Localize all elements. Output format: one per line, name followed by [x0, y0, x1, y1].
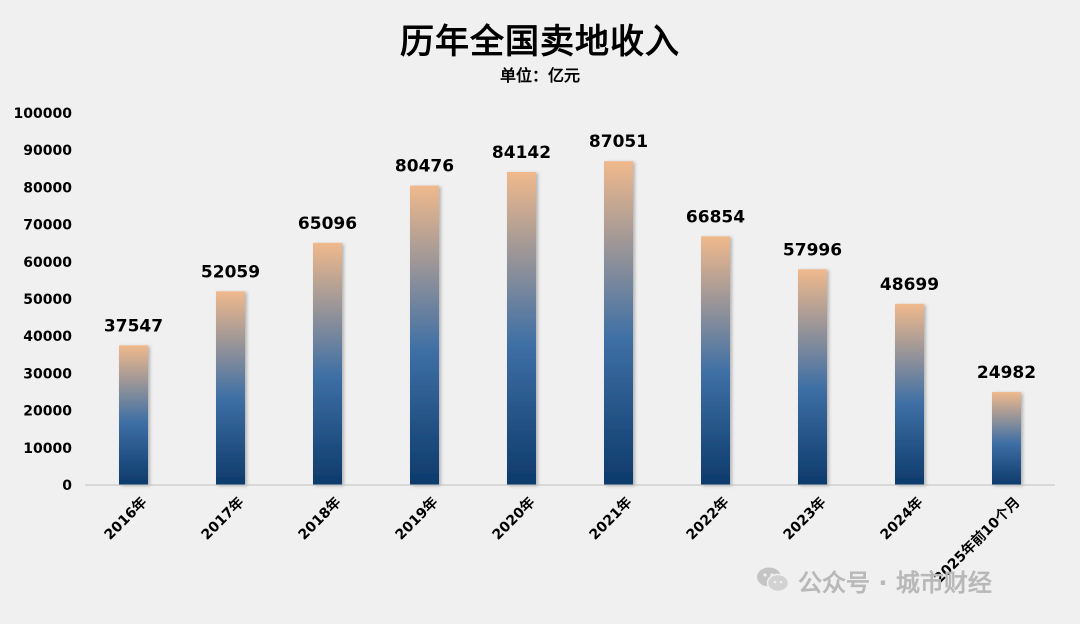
bar	[507, 171, 536, 485]
y-tick-label: 90000	[23, 143, 72, 159]
y-tick-label: 40000	[23, 329, 72, 345]
x-tick-label: 2019年	[392, 494, 441, 543]
watermark-text: 公众号 · 城市财经	[798, 568, 992, 597]
y-tick-label: 20000	[23, 404, 72, 420]
x-tick-label: 2021年	[586, 494, 635, 543]
y-tick-label: 80000	[23, 180, 72, 196]
data-label: 24982	[977, 363, 1036, 383]
data-label: 80476	[395, 157, 454, 177]
x-tick-label: 2022年	[683, 494, 732, 543]
data-label: 37547	[104, 316, 163, 336]
y-tick-label: 100000	[14, 106, 73, 122]
data-label: 84142	[492, 143, 551, 163]
bar	[119, 345, 148, 485]
wechat-icon	[757, 567, 790, 593]
y-tick-label: 70000	[23, 218, 72, 234]
bar	[798, 269, 827, 485]
bar	[701, 236, 730, 485]
data-label: 57996	[783, 240, 842, 260]
x-tick-label: 2020年	[489, 494, 538, 543]
data-label: 65096	[298, 214, 357, 234]
x-tick-label: 2023年	[780, 494, 829, 543]
y-tick-label: 10000	[23, 441, 72, 457]
bar	[604, 161, 633, 485]
x-tick-label: 2024年	[877, 494, 926, 543]
bars: 37547 52059 65096 80476 84142 87051 66854 57996…	[104, 132, 1036, 485]
bar	[313, 242, 342, 485]
x-tick-label: 2018年	[295, 494, 344, 543]
y-tick-label: 50000	[23, 292, 72, 308]
data-label: 52059	[201, 262, 260, 282]
bar	[216, 291, 245, 485]
y-tick-label: 60000	[23, 255, 72, 271]
x-tick-label: 2017年	[198, 494, 247, 543]
data-label: 66854	[686, 207, 745, 227]
bar	[410, 185, 439, 485]
y-tick-label: 0	[62, 478, 72, 494]
chart-subtitle: 单位：亿元	[499, 66, 580, 85]
bar	[895, 303, 924, 485]
chart-title: 历年全国卖地收入	[400, 22, 680, 62]
y-axis: 0 10000 20000 30000 40000 50000 60000 70000 8000…	[14, 106, 73, 494]
bar	[992, 392, 1021, 485]
data-label: 48699	[880, 275, 939, 295]
watermark: 公众号 · 城市财经	[756, 564, 992, 597]
data-label: 87051	[589, 132, 648, 152]
y-tick-label: 30000	[23, 366, 72, 382]
x-tick-label: 2016年	[101, 494, 150, 543]
